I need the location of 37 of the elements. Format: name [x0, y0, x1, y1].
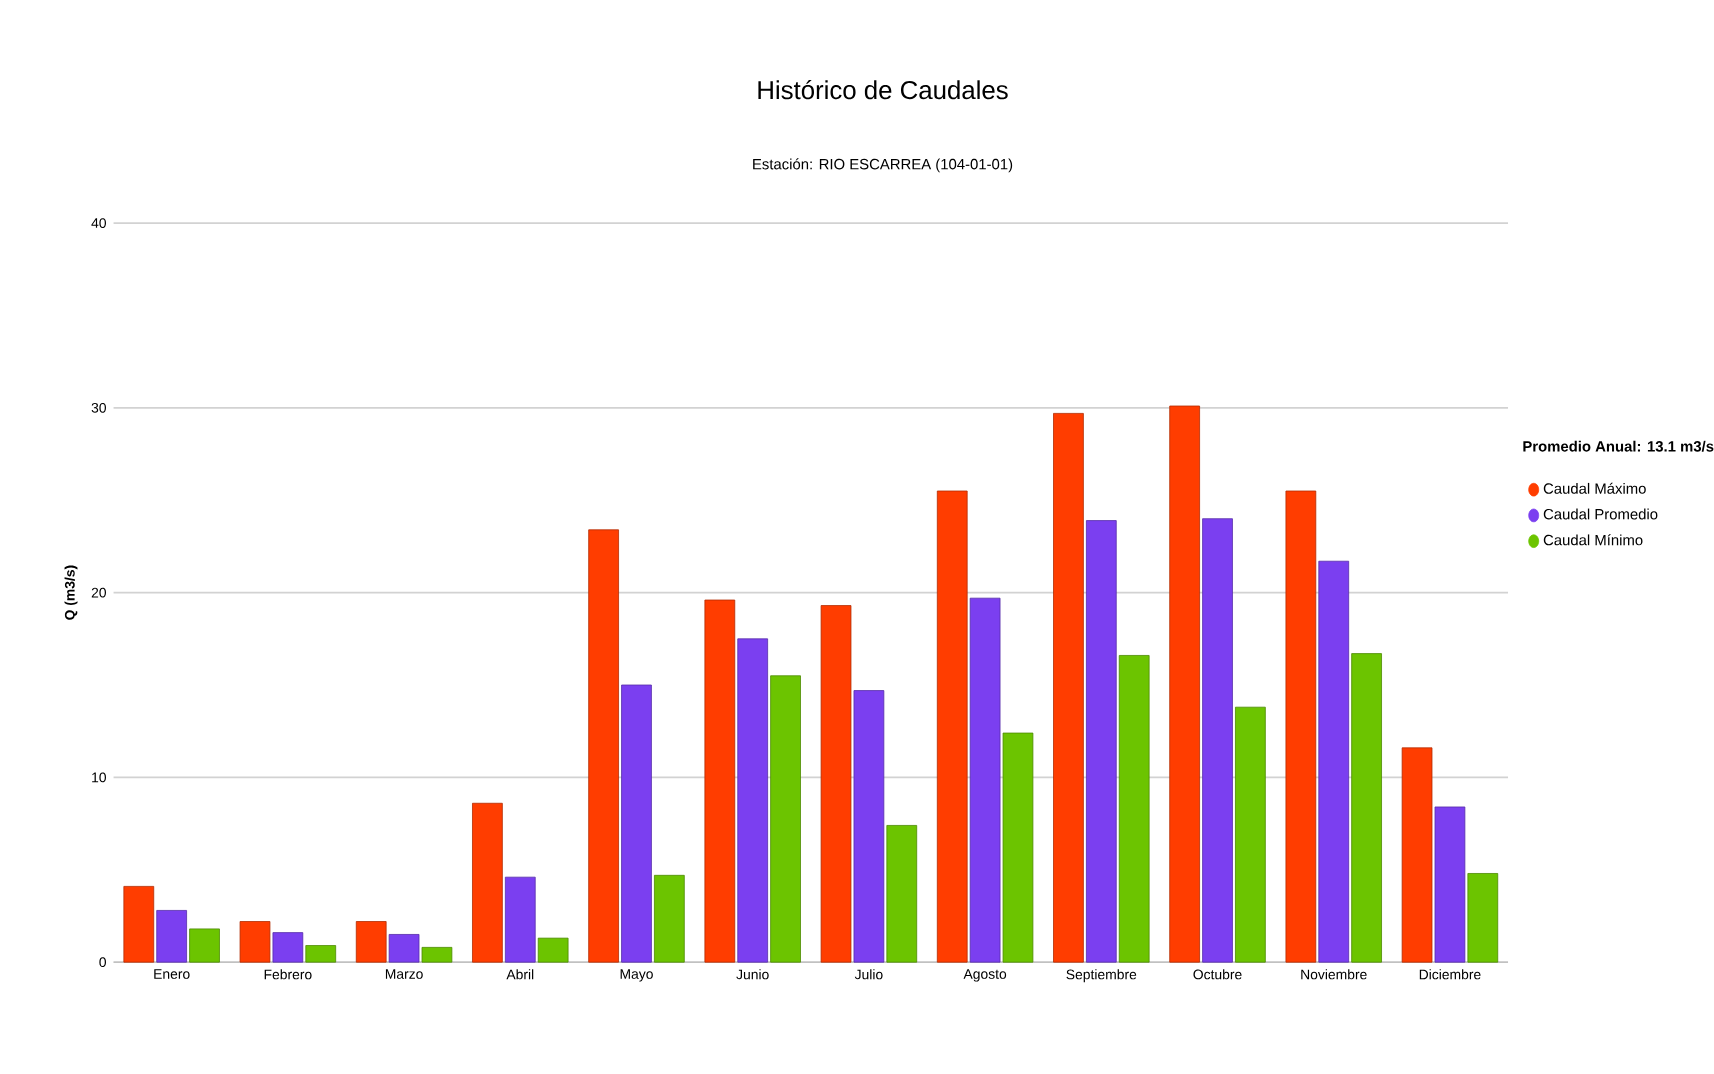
bar — [737, 638, 769, 963]
bar — [1053, 413, 1084, 963]
bar — [123, 886, 155, 963]
bar — [770, 675, 801, 963]
bar — [886, 825, 918, 963]
bar — [1285, 490, 1317, 963]
bar — [1434, 806, 1466, 963]
bar — [621, 684, 652, 963]
bar — [239, 921, 271, 963]
bar — [504, 876, 536, 963]
bar — [853, 690, 885, 963]
bar — [969, 597, 1001, 963]
bar — [1235, 706, 1266, 963]
bar — [1467, 873, 1499, 963]
bar — [654, 875, 685, 963]
bar — [588, 529, 619, 963]
bar — [272, 932, 304, 963]
bar — [156, 910, 188, 963]
bar — [1202, 518, 1233, 963]
bar — [1118, 655, 1150, 963]
bar — [936, 490, 968, 963]
bar — [1351, 653, 1382, 963]
chart-title: Histórico de Caudales — [758, 80, 1008, 100]
bar — [1401, 747, 1433, 963]
bar — [1318, 560, 1350, 963]
bar — [355, 921, 387, 963]
bar — [820, 605, 852, 963]
bar — [305, 945, 337, 963]
bar — [1002, 732, 1034, 963]
bar — [704, 599, 736, 963]
bar — [537, 937, 569, 963]
bar — [189, 928, 220, 963]
bar — [1169, 405, 1200, 963]
bar — [472, 802, 503, 963]
bar — [421, 947, 453, 963]
bar — [388, 934, 420, 963]
bar — [1085, 520, 1117, 963]
